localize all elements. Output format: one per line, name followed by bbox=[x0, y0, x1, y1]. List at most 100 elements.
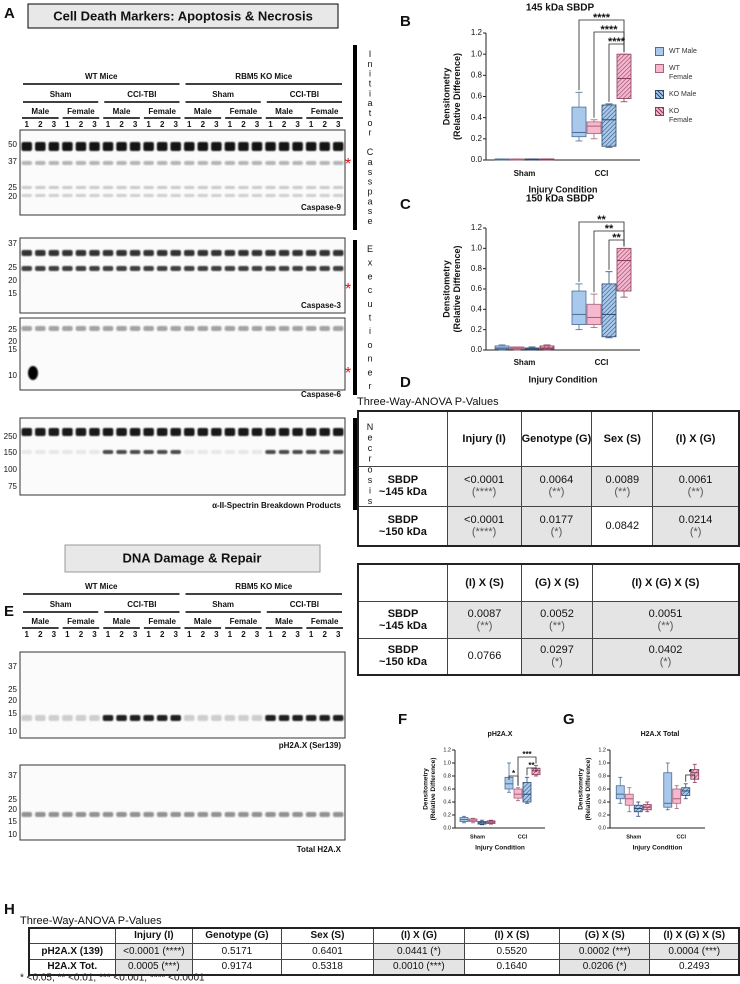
box bbox=[513, 788, 523, 799]
blot-band bbox=[35, 142, 46, 151]
lane-label: 2 bbox=[241, 120, 246, 129]
blot-band bbox=[116, 715, 127, 721]
blot-band bbox=[129, 186, 141, 189]
mw-marker: 25 bbox=[8, 325, 17, 334]
blot-band bbox=[21, 428, 33, 436]
blot-band bbox=[184, 812, 195, 817]
blot-band bbox=[238, 161, 249, 165]
table-row: H2A.X Tot. 0.0005 (***) 0.9174 0.5318 0.0010… bbox=[28, 958, 740, 976]
p-value-cell: 0.9174 bbox=[192, 958, 282, 976]
blot-band bbox=[156, 812, 168, 817]
blot-band bbox=[62, 142, 73, 151]
blot-band bbox=[238, 715, 249, 721]
p-value-cell: 0.0297 (*) bbox=[521, 637, 593, 676]
mw-marker: 15 bbox=[8, 709, 17, 718]
p-value: 0.0051 bbox=[648, 607, 683, 620]
y-tick-label: 1.2 bbox=[471, 28, 483, 37]
p-value: <0.0001 bbox=[464, 513, 505, 526]
y-tick-label: 0.8 bbox=[443, 773, 451, 779]
y-tick-label: 0.8 bbox=[598, 773, 606, 779]
y-axis-label: (Relative Difference) bbox=[452, 53, 462, 140]
box bbox=[586, 303, 602, 325]
blot-band bbox=[251, 812, 263, 817]
group-label: Female bbox=[148, 107, 176, 116]
mw-marker: 15 bbox=[8, 289, 17, 298]
blot-band bbox=[251, 194, 263, 197]
blot-band bbox=[21, 161, 33, 165]
x-tick-label: Sham bbox=[470, 834, 485, 840]
section-bar bbox=[353, 240, 357, 395]
blot-band bbox=[48, 142, 60, 151]
blot-band bbox=[211, 450, 222, 454]
blot-band bbox=[89, 326, 100, 331]
blot-band bbox=[143, 326, 154, 331]
significance-bracket bbox=[685, 774, 696, 782]
panel-label: G bbox=[563, 711, 575, 728]
red-asterisk: * bbox=[345, 156, 351, 173]
column-header: (I) X (G) bbox=[373, 927, 465, 944]
mw-marker: 20 bbox=[8, 192, 17, 201]
y-tick-label: 0.8 bbox=[471, 264, 483, 273]
p-value-cell: <0.0001 (****) bbox=[446, 465, 522, 507]
blot-band bbox=[197, 161, 209, 165]
blot-band bbox=[278, 450, 290, 454]
lane-label: 3 bbox=[255, 120, 260, 129]
y-tick-label: 1.0 bbox=[598, 760, 606, 766]
box bbox=[681, 787, 691, 796]
blot-band bbox=[170, 161, 181, 165]
blot-band bbox=[75, 250, 87, 256]
blot-band bbox=[238, 266, 249, 271]
blot-band bbox=[238, 186, 249, 189]
mw-marker: 25 bbox=[8, 685, 17, 694]
mw-marker: 100 bbox=[4, 465, 18, 474]
blot-band bbox=[265, 715, 276, 721]
blot-band bbox=[89, 161, 100, 165]
blot-band bbox=[305, 142, 317, 151]
significance-label: **** bbox=[608, 36, 626, 48]
blot-band bbox=[170, 428, 181, 436]
blot-label: Total H2A.X bbox=[297, 845, 342, 854]
y-tick-label: 0.2 bbox=[471, 325, 483, 334]
mw-marker: 25 bbox=[8, 183, 17, 192]
table-row: SBDP ~145 kDa 0.0087 (**) 0.0052 (**) 0.0051 (*… bbox=[357, 600, 740, 639]
blot-band bbox=[129, 161, 141, 165]
box bbox=[571, 106, 587, 138]
p-value: 0.0842 bbox=[605, 519, 640, 532]
blot-band bbox=[21, 142, 33, 151]
blot-bands bbox=[21, 428, 344, 454]
y-axis-label: (Relative Difference) bbox=[452, 245, 462, 332]
p-value-cell: 0.5318 bbox=[280, 958, 375, 976]
significance-bracket bbox=[593, 230, 625, 293]
blot-band bbox=[156, 266, 168, 271]
blot-band bbox=[319, 266, 330, 271]
p-value-cell: 0.0766 bbox=[447, 637, 522, 676]
blot-band bbox=[292, 715, 303, 721]
blot-band bbox=[197, 186, 209, 189]
lane-label: 1 bbox=[268, 630, 273, 639]
x-axis-label: Injury Condition bbox=[529, 374, 598, 384]
blot-band bbox=[89, 428, 100, 436]
lane-label: 3 bbox=[336, 630, 341, 639]
blot-band bbox=[184, 715, 195, 721]
title-box bbox=[64, 544, 321, 573]
blot-band bbox=[48, 812, 60, 817]
blot-band bbox=[62, 450, 73, 454]
y-tick-label: 1.0 bbox=[443, 760, 451, 766]
p-value-cell: 0.0051 (**) bbox=[592, 600, 740, 639]
blot-band bbox=[319, 812, 330, 817]
section-label: Initiator Casspase bbox=[365, 49, 375, 226]
table-row: SBDP ~150 kDa <0.0001 (****) 0.0177 (*) 0.0842… bbox=[357, 505, 740, 547]
mw-marker: 10 bbox=[8, 727, 17, 736]
p-value-cell: <0.0001 (****) bbox=[114, 942, 194, 960]
mw-marker: 37 bbox=[8, 239, 17, 248]
blot-band bbox=[129, 194, 141, 197]
blot-band bbox=[156, 186, 168, 189]
blot-band bbox=[197, 326, 209, 331]
significance: (****) bbox=[471, 525, 497, 538]
lane-label: 2 bbox=[201, 120, 206, 129]
blot-band bbox=[238, 428, 249, 436]
legend-label: WT Female bbox=[669, 65, 693, 81]
y-tick-label: 0.0 bbox=[443, 825, 451, 831]
box bbox=[601, 104, 617, 147]
